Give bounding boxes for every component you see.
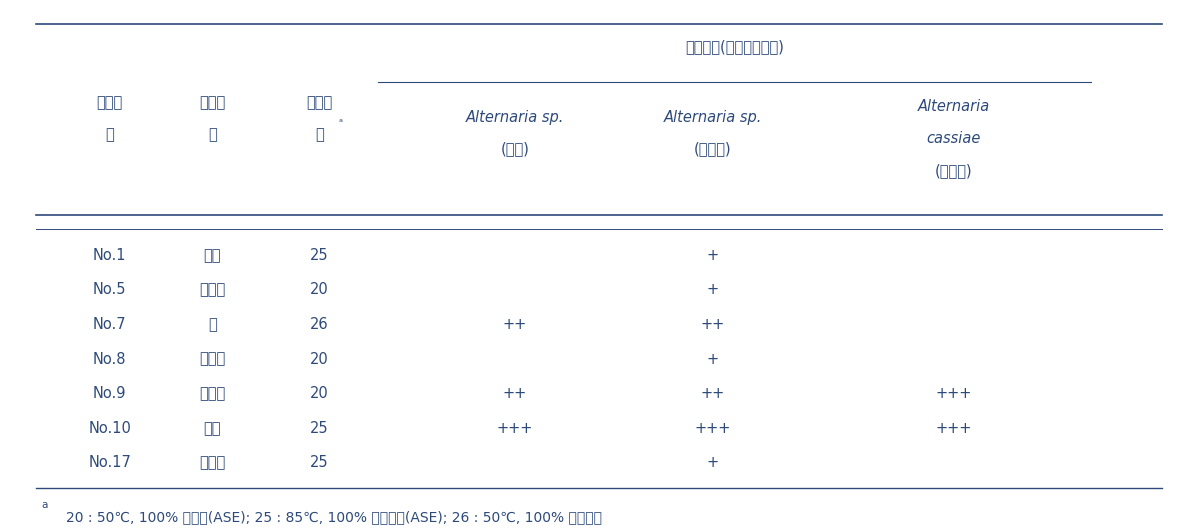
Text: No.17: No.17 [88, 455, 131, 470]
Text: +: + [707, 282, 719, 297]
Text: 항균활성(균사생장억제): 항균활성(균사생장억제) [685, 39, 783, 54]
Text: +: + [707, 248, 719, 263]
Text: 위: 위 [207, 127, 217, 142]
Text: 지상부: 지상부 [199, 386, 225, 401]
Text: 미리: 미리 [204, 421, 221, 436]
Text: 20 : 50℃, 100% 메탄올(ASE); 25 : 85℃, 100% 에타노올(ASE); 26 : 50℃, 100% 에타노올: 20 : 50℃, 100% 메탄올(ASE); 25 : 85℃, 100% … [66, 510, 602, 524]
Text: No.10: No.10 [88, 421, 131, 436]
Text: 20: 20 [310, 352, 329, 367]
Text: +++: +++ [497, 421, 533, 436]
Text: 25: 25 [310, 248, 329, 263]
Text: +++: +++ [695, 421, 731, 436]
Text: No.1: No.1 [93, 248, 126, 263]
Text: a: a [42, 500, 48, 510]
Text: 25: 25 [310, 455, 329, 470]
Text: 추출부: 추출부 [199, 95, 225, 110]
Text: 잎: 잎 [207, 317, 217, 332]
Text: ++: ++ [503, 317, 527, 332]
Text: No.5: No.5 [93, 282, 126, 297]
Text: ++: ++ [701, 317, 725, 332]
Text: 지상부: 지상부 [199, 352, 225, 367]
Text: No.9: No.9 [93, 386, 126, 401]
Text: 전초: 전초 [204, 248, 221, 263]
Text: ᵃ: ᵃ [339, 118, 343, 128]
Text: +: + [707, 455, 719, 470]
Text: No.7: No.7 [93, 317, 126, 332]
Text: 추출조: 추출조 [306, 95, 333, 110]
Text: (일당귀): (일당귀) [694, 142, 732, 156]
Text: 호: 호 [105, 127, 114, 142]
Text: Alternaria: Alternaria [918, 99, 989, 114]
Text: (결명자): (결명자) [935, 163, 973, 178]
Text: ++: ++ [503, 386, 527, 401]
Text: +++: +++ [936, 421, 971, 436]
Text: 시료번: 시료번 [97, 95, 123, 110]
Text: 지상부: 지상부 [199, 282, 225, 297]
Text: 20: 20 [310, 282, 329, 297]
Text: cassiae: cassiae [926, 131, 981, 146]
Text: +++: +++ [936, 386, 971, 401]
Text: (샽주): (샽주) [501, 142, 529, 156]
Text: 건: 건 [315, 127, 324, 142]
Text: Alternaria sp.: Alternaria sp. [664, 110, 762, 124]
Text: 지상부: 지상부 [199, 455, 225, 470]
Text: +: + [707, 352, 719, 367]
Text: 20: 20 [310, 386, 329, 401]
Text: Alternaria sp.: Alternaria sp. [466, 110, 564, 124]
Text: 25: 25 [310, 421, 329, 436]
Text: No.8: No.8 [93, 352, 126, 367]
Text: ++: ++ [701, 386, 725, 401]
Text: 26: 26 [310, 317, 329, 332]
